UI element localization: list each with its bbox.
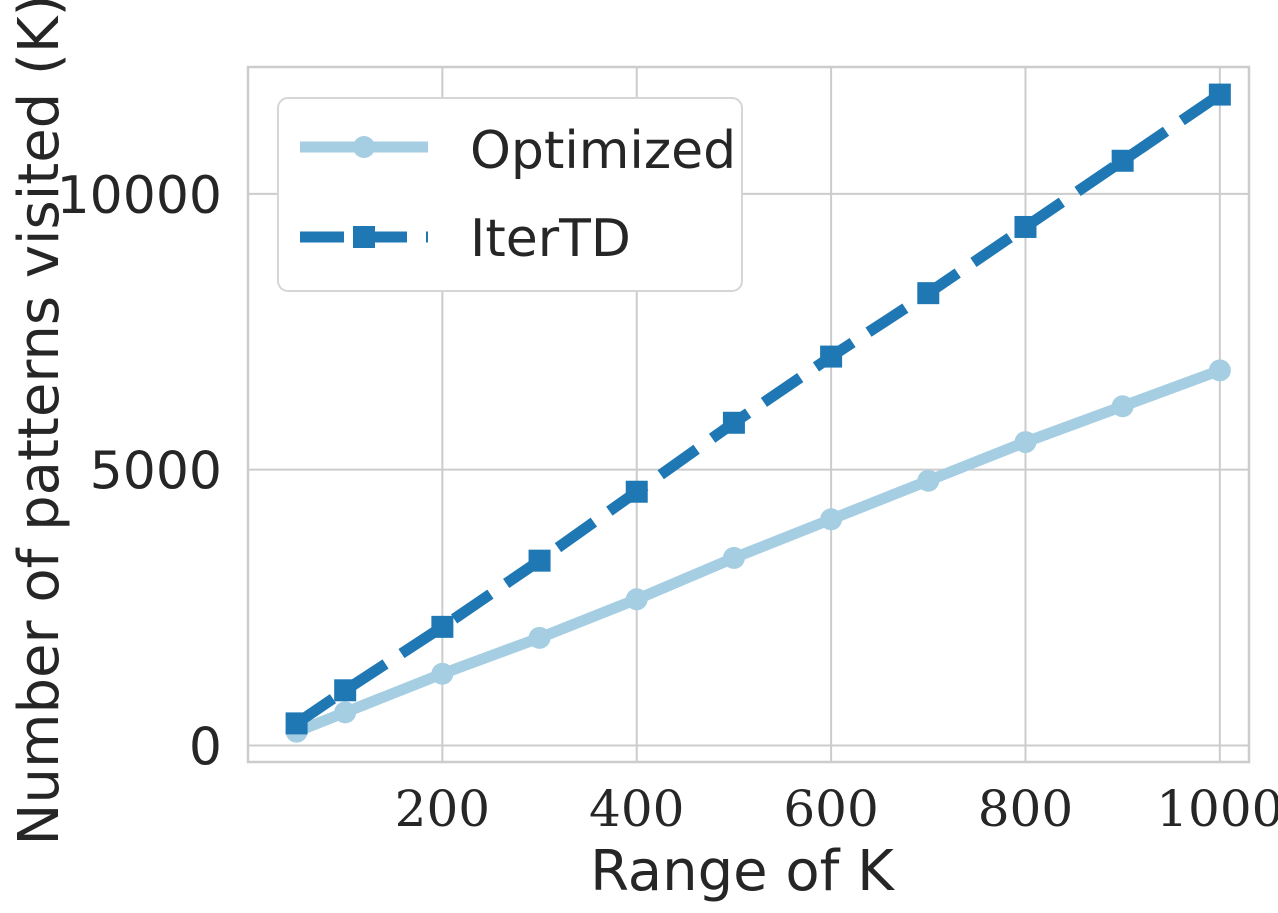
- series-layer: [285, 83, 1231, 743]
- data-point: [1014, 431, 1037, 454]
- data-point: [820, 508, 843, 531]
- data-point: [917, 469, 940, 492]
- data-point: [528, 626, 551, 649]
- data-point: [431, 615, 454, 638]
- legend: Optimized IterTD: [277, 97, 743, 292]
- data-point: [820, 345, 843, 368]
- data-point: [1208, 83, 1231, 106]
- data-point: [528, 549, 551, 572]
- x-tick-label: 400: [589, 780, 684, 838]
- plot-border: [246, 65, 1251, 764]
- series-itertd: [285, 83, 1231, 735]
- data-point: [625, 588, 648, 611]
- y-axis-label: Number of patterns visited (K): [7, 0, 72, 845]
- y-tick-label: 0: [189, 717, 222, 777]
- y-tick-labels: 0 5000 10000: [57, 166, 222, 778]
- x-tick-label: 600: [783, 780, 878, 838]
- data-point: [722, 546, 745, 569]
- data-point: [1111, 395, 1134, 418]
- data-point: [1111, 149, 1134, 172]
- x-tick-label: 200: [395, 780, 490, 838]
- data-point: [917, 282, 940, 305]
- x-axis-label: Range of K: [590, 839, 895, 904]
- plot-frame: [246, 65, 1251, 764]
- x-tick-label: 1000: [1156, 780, 1278, 838]
- y-tick-label: 5000: [90, 442, 222, 502]
- data-point: [334, 679, 357, 702]
- x-tick-label: 800: [978, 780, 1073, 838]
- legend-entry-itertd: IterTD: [300, 209, 631, 269]
- legend-entry-optimized: Optimized: [300, 121, 736, 181]
- y-tick-label: 10000: [57, 166, 222, 226]
- legend-label-optimized: Optimized: [470, 121, 736, 181]
- data-point: [334, 701, 357, 724]
- data-point: [625, 480, 648, 503]
- data-point: [1208, 359, 1231, 382]
- data-point: [1014, 215, 1037, 238]
- data-point: [285, 712, 308, 735]
- data-point: [722, 411, 745, 434]
- legend-label-itertd: IterTD: [470, 209, 631, 269]
- x-tick-labels: 200 400 600 800 1000: [395, 780, 1278, 838]
- data-point: [431, 662, 454, 685]
- legend-marker-optimized: [353, 136, 375, 158]
- legend-marker-itertd: [353, 226, 375, 248]
